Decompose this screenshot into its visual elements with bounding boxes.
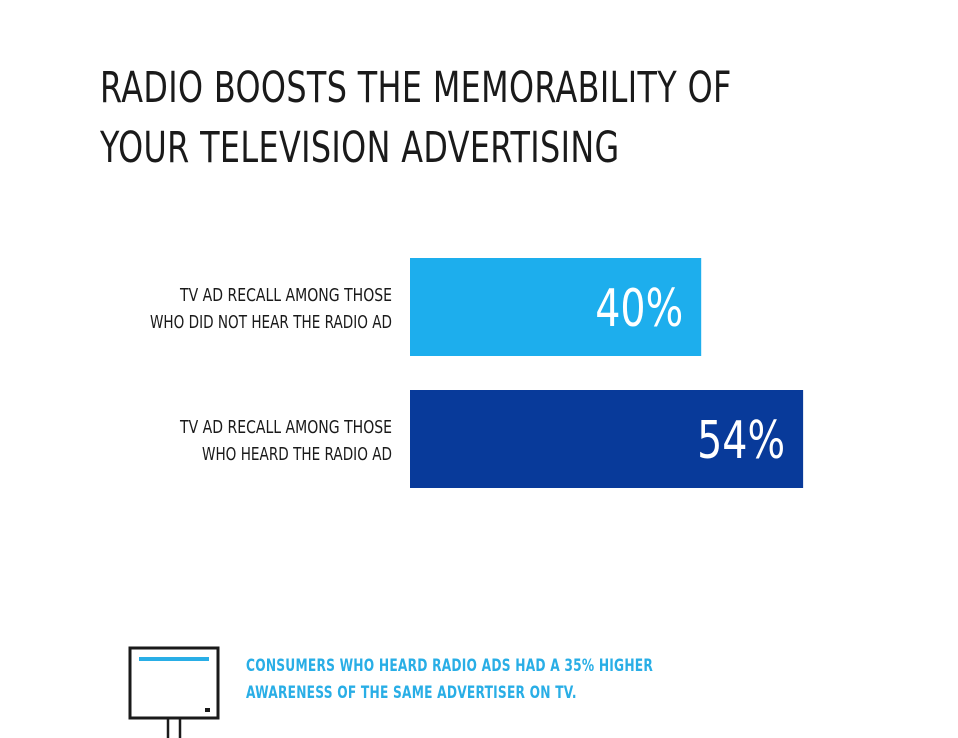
chart-title-line-2: YOUR TELEVISION ADVERTISING: [100, 123, 620, 173]
footnote-text: CONSUMERS WHO HEARD RADIO ADS HAD A 35% …: [246, 653, 653, 707]
category-label-2-line-1: TV AD RECALL AMONG THOSE: [179, 417, 392, 438]
category-label-2-line-2: WHO HEARD THE RADIO AD: [202, 444, 392, 465]
bar-value-label-1: 40%: [595, 279, 683, 339]
chart-title-line-1: RADIO BOOSTS THE MEMORABILITY OF: [100, 63, 732, 113]
category-label-1-line-2: WHO DID NOT HEAR THE RADIO AD: [150, 312, 392, 333]
category-label-1-line-1: TV AD RECALL AMONG THOSE: [179, 285, 392, 306]
bar-value-label-2: 54%: [697, 411, 785, 471]
bar-2: [410, 390, 804, 488]
footnote-line-2: AWARENESS OF THE SAME ADVERTISER ON TV.: [246, 683, 577, 703]
footnote-line-1: CONSUMERS WHO HEARD RADIO ADS HAD A 35% …: [246, 656, 654, 676]
tv-icon: [128, 646, 220, 738]
chart-title: RADIO BOOSTS THE MEMORABILITY OF YOUR TE…: [100, 58, 732, 178]
footer-note: CONSUMERS WHO HEARD RADIO ADS HAD A 35% …: [128, 640, 828, 738]
bar-1: [410, 258, 702, 356]
bar-chart: 40% TV AD RECALL AMONG THOSE WHO DID NOT H…: [150, 258, 804, 488]
